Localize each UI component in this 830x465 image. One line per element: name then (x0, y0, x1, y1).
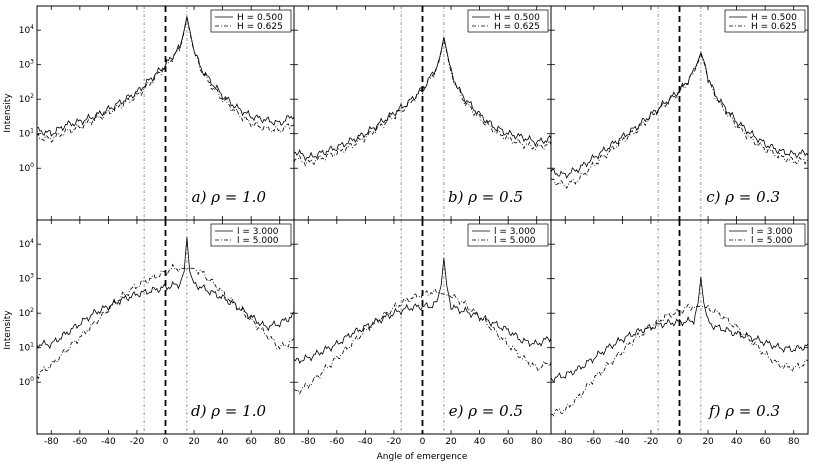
x-tick-label: -40 (615, 437, 630, 447)
series-line-0 (550, 276, 809, 383)
panel-label: b) ρ = 0.5 (448, 188, 523, 206)
legend-entry: l = 3.000 (237, 227, 279, 237)
y-tick-label: 104 (19, 24, 34, 36)
y-tick-exponent: 0 (30, 162, 34, 169)
y-tick-label: 102 (19, 307, 34, 319)
legend-box (467, 223, 549, 247)
y-tick-label: 101 (19, 342, 34, 354)
legend-box (467, 9, 549, 33)
panel-label: f) ρ = 0.3 (708, 402, 780, 420)
legend-entry: H = 0.625 (494, 22, 540, 32)
y-tick-exponent: 2 (30, 93, 34, 100)
series-line-1 (36, 18, 295, 143)
legend-box (210, 9, 292, 33)
legend-box (724, 9, 806, 33)
x-tick-label: 0 (420, 437, 426, 447)
x-axis-label: Angle of emergence (377, 452, 468, 462)
y-tick-label: 101 (19, 128, 34, 140)
y-tick-label: 104 (19, 238, 34, 250)
legend-entry: l = 5.000 (494, 236, 536, 246)
legend-entry: H = 0.500 (751, 13, 797, 23)
y-axis-label-bottom: Intensity (3, 310, 13, 350)
legend-entry: H = 0.500 (494, 13, 540, 23)
panel-label: e) ρ = 0.5 (449, 402, 523, 420)
y-axis-label-top: Intensity (3, 93, 13, 133)
x-tick-label: -20 (387, 437, 402, 447)
y-tick-exponent: 4 (30, 238, 34, 245)
y-tick-label: 103 (19, 59, 34, 71)
series-line-1 (36, 263, 295, 380)
series-line-1 (293, 38, 552, 167)
series-line-0 (36, 16, 295, 137)
x-tick-label: 20 (188, 437, 200, 447)
legend-entry: H = 0.500 (237, 13, 283, 23)
legend-entry: l = 5.000 (751, 236, 793, 246)
x-tick-label: -20 (130, 437, 145, 447)
x-tick-label: -80 (558, 437, 573, 447)
x-tick-label: 60 (502, 437, 514, 447)
x-tick-label: -60 (72, 437, 87, 447)
x-tick-label: 80 (274, 437, 286, 447)
x-tick-label: -20 (644, 437, 659, 447)
y-tick-label: 103 (19, 273, 34, 285)
x-tick-label: 20 (702, 437, 714, 447)
x-tick-label: 60 (245, 437, 257, 447)
legend-entry: H = 0.625 (751, 22, 797, 32)
y-tick-label: 100 (19, 376, 34, 388)
series-line-0 (36, 237, 295, 350)
x-tick-label: 0 (677, 437, 683, 447)
legend-box (210, 223, 292, 247)
y-tick-exponent: 0 (30, 376, 34, 383)
legend-box (724, 223, 806, 247)
y-tick-exponent: 2 (30, 307, 34, 314)
y-tick-exponent: 3 (30, 273, 34, 280)
series-line-1 (550, 53, 809, 190)
legend-entry: l = 3.000 (751, 227, 793, 237)
legend-entry: H = 0.625 (237, 22, 283, 32)
legend-entry: l = 3.000 (494, 227, 536, 237)
panel-label: c) ρ = 0.3 (706, 188, 780, 206)
x-tick-label: -40 (358, 437, 373, 447)
x-tick-label: -60 (586, 437, 601, 447)
x-tick-label: -80 (301, 437, 316, 447)
x-tick-label: 80 (788, 437, 800, 447)
series-line-0 (293, 257, 552, 365)
x-tick-label: 80 (531, 437, 543, 447)
panel-label: a) ρ = 1.0 (192, 188, 267, 206)
x-tick-label: 60 (759, 437, 771, 447)
x-tick-label: -40 (101, 437, 116, 447)
x-tick-label: 0 (163, 437, 169, 447)
x-tick-label: -80 (44, 437, 59, 447)
y-tick-label: 102 (19, 93, 34, 105)
x-tick-label: 40 (474, 437, 486, 447)
y-tick-exponent: 3 (30, 59, 34, 66)
series-line-0 (550, 51, 809, 179)
series-line-0 (293, 37, 552, 162)
panel-label: d) ρ = 1.0 (191, 402, 266, 420)
x-tick-label: -60 (329, 437, 344, 447)
x-tick-label: 20 (445, 437, 457, 447)
x-tick-label: 40 (731, 437, 743, 447)
y-tick-label: 100 (19, 162, 34, 174)
legend-entry: l = 5.000 (237, 236, 279, 246)
series-line-1 (550, 303, 809, 417)
x-tick-label: 40 (217, 437, 229, 447)
y-tick-exponent: 1 (30, 128, 34, 135)
y-tick-exponent: 4 (30, 24, 34, 31)
y-tick-exponent: 1 (30, 342, 34, 349)
